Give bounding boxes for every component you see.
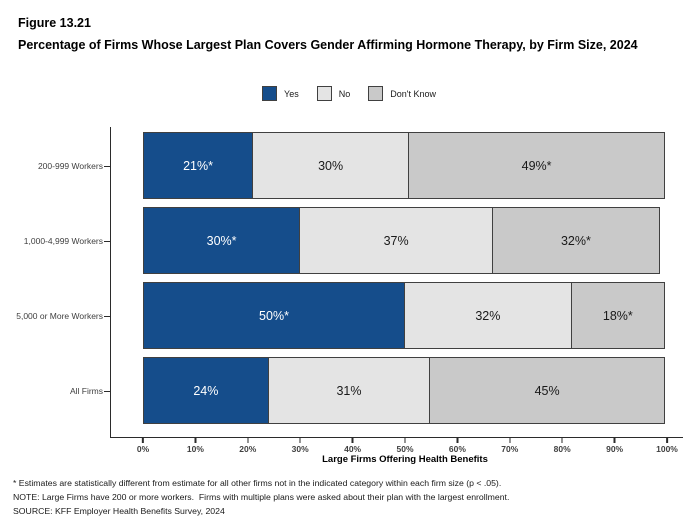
x-tick-line	[247, 438, 249, 443]
footnote-asterisk: * Estimates are statistically different …	[13, 478, 502, 488]
bar-segment-label: 30%*	[206, 233, 237, 248]
bar-segment: 49%*	[408, 132, 665, 199]
x-tick-line	[561, 438, 563, 443]
footnote-note: NOTE: Large Firms have 200 or more worke…	[13, 492, 510, 502]
x-tick-line	[299, 438, 301, 443]
y-axis-tick	[104, 315, 110, 317]
x-axis-tick: 80%	[554, 438, 571, 454]
x-axis-tick: 20%	[239, 438, 256, 454]
bar-segment: 24%	[143, 357, 269, 424]
plot-area: 200-999 Workers 21%* 30% 49%* 1,000-4,999 Wo…	[16, 127, 683, 465]
bar-segment-label: 45%	[534, 383, 560, 398]
x-tick-label: 100%	[656, 444, 678, 454]
bar-row: All Firms 24% 31% 45%	[70, 357, 667, 424]
x-axis-tick: 40%	[344, 438, 361, 454]
legend-label: Don't Know	[390, 88, 436, 99]
legend-item: No	[316, 86, 351, 101]
bar-segment-label: 50%*	[259, 308, 289, 323]
y-axis-label: 200-999 Workers	[37, 160, 103, 171]
x-tick-label: 30%	[291, 444, 309, 454]
bar-segment: 50%*	[143, 282, 405, 349]
x-tick-label: 20%	[239, 444, 257, 454]
bar-segment-label: 37%	[383, 233, 409, 248]
y-axis-tick	[104, 240, 110, 242]
x-tick-line	[404, 438, 406, 443]
legend-swatch-no	[316, 86, 332, 101]
footnotes: * Estimates are statistically different …	[13, 476, 693, 518]
x-tick-label: 10%	[186, 444, 204, 454]
bar-segment-label: 30%	[318, 158, 344, 173]
x-tick-label: 90%	[606, 444, 624, 454]
y-axis-tick	[104, 165, 110, 167]
y-axis-label: All Firms	[69, 385, 103, 396]
x-axis-tick: 0%	[137, 438, 149, 454]
bar-row: 1,000-4,999 Workers 30%* 37% 32%*	[24, 207, 667, 274]
x-tick-line	[509, 438, 511, 443]
y-axis-label: 1,000-4,999 Workers	[23, 235, 103, 246]
legend-label: Yes	[284, 88, 299, 99]
x-tick-label: 60%	[448, 444, 466, 454]
legend-item: Don't Know	[368, 86, 436, 101]
bar-segment: 32%*	[492, 207, 660, 274]
x-tick-label: 0%	[136, 444, 150, 454]
x-tick-line	[666, 438, 668, 443]
bar-segment-label: 32%	[475, 308, 501, 323]
bar-segment: 30%*	[143, 207, 301, 274]
footnote-source: SOURCE: KFF Employer Health Benefits Sur…	[13, 506, 225, 516]
x-axis-tick: 70%	[501, 438, 518, 454]
x-tick-label: 70%	[501, 444, 519, 454]
legend: Yes No Don't Know	[0, 86, 698, 101]
x-tick-line	[142, 438, 144, 443]
x-tick-line	[351, 438, 354, 443]
x-axis-tick: 10%	[187, 438, 204, 454]
y-axis-label: 5,000 or More Workers	[16, 310, 103, 321]
chart-title: Percentage of Firms Whose Largest Plan C…	[18, 38, 638, 52]
bar-segment: 18%*	[570, 282, 665, 349]
bar-segment: 30%	[252, 132, 410, 199]
legend-swatch-yes	[262, 86, 278, 101]
bar-segment-label: 32%*	[560, 233, 591, 248]
x-axis-tick: 60%	[449, 438, 466, 454]
x-axis-tick: 30%	[292, 438, 309, 454]
x-tick-line	[194, 438, 197, 443]
x-tick-label: 80%	[553, 444, 571, 454]
y-axis-tick	[104, 390, 110, 392]
bar-segment: 31%	[267, 357, 431, 424]
bar-segment-label: 49%*	[521, 158, 552, 173]
x-axis-title: Large Firms Offering Health Benefits	[322, 454, 488, 465]
x-tick-label: 40%	[344, 444, 362, 454]
legend-item: Yes	[262, 86, 299, 101]
title-block: Figure 13.21 Percentage of Firms Whose L…	[18, 12, 666, 56]
bar-segment: 37%	[299, 207, 494, 274]
bar-segment-label: 31%	[336, 383, 362, 398]
bar-segment: 32%	[404, 282, 572, 349]
bar-segment-label: 24%	[193, 383, 219, 398]
x-axis-tick: 90%	[606, 438, 623, 454]
bars-area: 200-999 Workers 21%* 30% 49%* 1,000-4,999 Wo…	[16, 127, 667, 437]
legend-swatch-don-t-know	[368, 86, 384, 101]
x-tick-label: 50%	[396, 444, 414, 454]
x-tick-line	[613, 438, 616, 443]
x-axis: 0% 10% 20% 30% 40% 50% 60% 70% 80% 90% 100%	[137, 437, 678, 463]
bar-segment-label: 18%*	[602, 308, 633, 323]
legend-label: No	[338, 88, 351, 99]
bar-segment: 21%*	[143, 132, 254, 199]
bar-row: 200-999 Workers 21%* 30% 49%*	[38, 132, 667, 199]
x-axis-tick: 100%	[656, 438, 678, 454]
bar-segment: 45%	[429, 357, 665, 424]
bar-segment-label: 21%*	[183, 158, 213, 173]
figure-label: Figure 13.21	[18, 16, 91, 30]
x-axis-tick: 50%	[396, 438, 414, 454]
bar-row: 5,000 or More Workers 50%* 32% 18%*	[16, 282, 667, 349]
x-tick-line	[456, 438, 459, 443]
